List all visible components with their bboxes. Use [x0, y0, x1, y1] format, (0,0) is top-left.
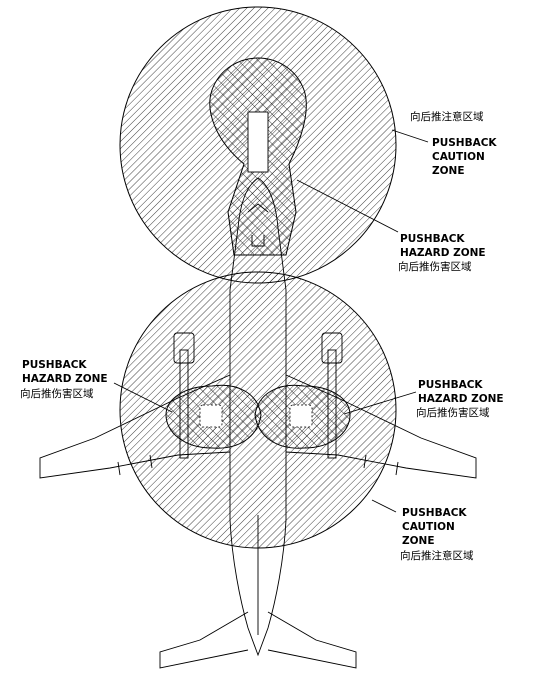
cockpit-windows: [247, 203, 269, 213]
nose-gear: [251, 235, 265, 247]
right-engine-nacelle: [321, 332, 343, 364]
fuselage: [229, 177, 287, 657]
label-caution-top: 向后推注意区域 PUSHBACK CAUTION ZONE: [410, 110, 497, 177]
left-stabilizer: [159, 611, 249, 669]
caution-bottom-chinese: 向后推注意区域: [400, 549, 474, 562]
left-wing: [39, 374, 231, 479]
caution-bottom-line2: CAUTION: [402, 521, 455, 533]
caution-bottom-line3: ZONE: [402, 535, 435, 547]
nose-hazard-window: [247, 111, 269, 173]
caution-bottom-line1: PUSHBACK: [402, 507, 467, 519]
right-stabilizer: [267, 611, 357, 669]
leader-lines: [113, 129, 429, 513]
hazard-right-line2: HAZARD ZONE: [418, 393, 504, 405]
right-wing-marks: [363, 454, 399, 476]
aircraft-outline: [39, 177, 477, 669]
caution-top-line1: PUSHBACK: [432, 137, 497, 149]
hazard-left-line1: PUSHBACK: [22, 359, 87, 371]
label-caution-bottom: PUSHBACK CAUTION ZONE 向后推注意区域: [400, 507, 474, 562]
hazard-right-line1: PUSHBACK: [418, 379, 483, 391]
left-engine-nacelle: [173, 332, 195, 364]
hazard-nose-chinese: 向后推伤害区域: [398, 260, 472, 273]
caution-top-line2: CAUTION: [432, 151, 485, 163]
hazard-right-chinese: 向后推伤害区域: [416, 406, 490, 419]
hazard-left-chinese: 向后推伤害区域: [20, 387, 94, 400]
right-engine-pylon: [327, 349, 337, 459]
right-wing: [285, 374, 477, 479]
caution-top-chinese: 向后推注意区域: [410, 110, 484, 123]
label-hazard-nose: PUSHBACK HAZARD ZONE 向后推伤害区域: [398, 233, 486, 273]
hazard-left-line2: HAZARD ZONE: [22, 373, 108, 385]
hazard-nose-line1: PUSHBACK: [400, 233, 465, 245]
label-hazard-right-engine: PUSHBACK HAZARD ZONE 向后推伤害区域: [416, 379, 504, 419]
left-engine-core: [199, 404, 223, 428]
hazard-nose-line2: HAZARD ZONE: [400, 247, 486, 259]
right-engine-core: [289, 404, 313, 428]
label-hazard-left-engine: PUSHBACK HAZARD ZONE 向后推伤害区域: [20, 359, 108, 400]
caution-top-line3: ZONE: [432, 165, 465, 177]
left-engine-pylon: [179, 349, 189, 459]
left-wing-marks: [117, 454, 153, 476]
